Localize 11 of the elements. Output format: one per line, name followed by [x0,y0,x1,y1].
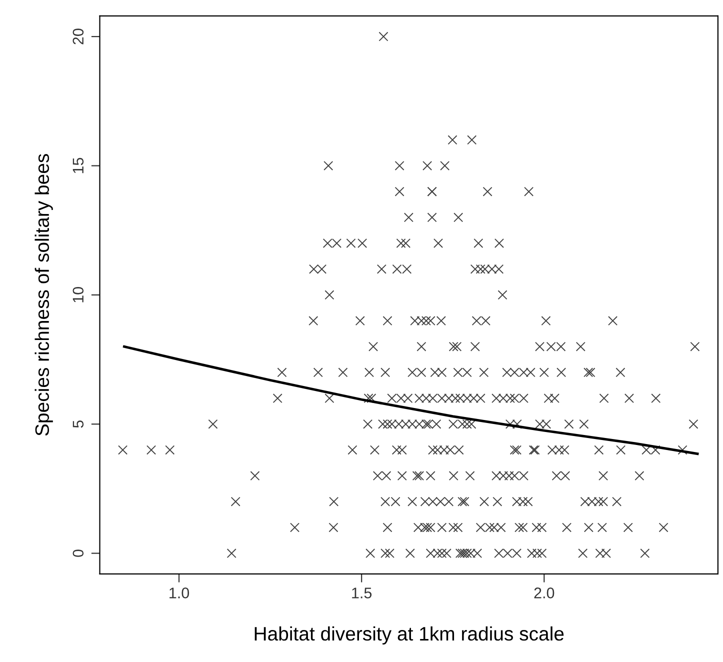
y-tick-label: 10 [72,287,84,302]
x-tick-label: 1.5 [352,588,372,598]
x-tick-label: 1.0 [170,588,190,598]
y-tick-label: 15 [72,158,84,174]
y-tick-label: 0 [72,550,84,557]
y-tick-label: 5 [72,420,84,428]
line-series [122,345,699,456]
y-tick-label: 20 [72,28,84,44]
y-axis-title: Species richness of solitary bees [34,154,53,436]
x-tick-label: 2.0 [534,588,554,598]
x-axis-title: Habitat diversity at 1km radius scale [254,626,564,645]
